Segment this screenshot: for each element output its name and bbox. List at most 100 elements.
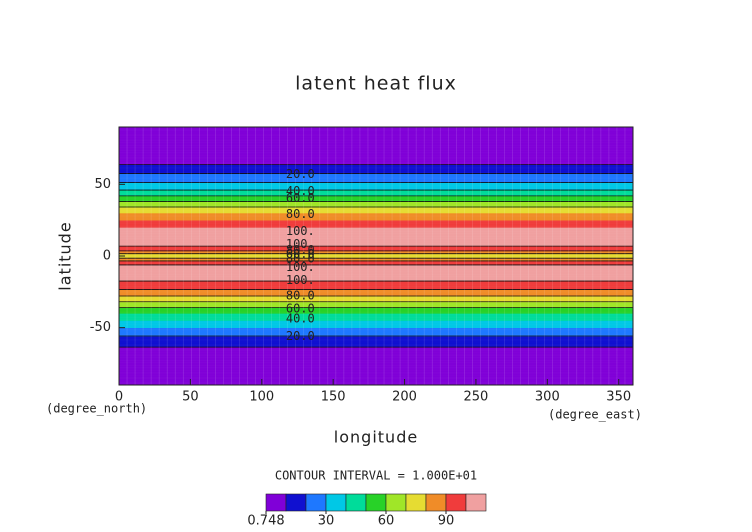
contour-band bbox=[119, 222, 633, 224]
contour-band bbox=[119, 176, 633, 178]
contour-band bbox=[119, 249, 633, 251]
contour-band bbox=[119, 131, 633, 133]
contour-band bbox=[119, 333, 633, 335]
x-tick-label: 0 bbox=[115, 390, 123, 405]
contour-band bbox=[119, 193, 633, 195]
contour-band bbox=[119, 197, 633, 199]
contour-band bbox=[119, 324, 633, 326]
x-tick-label: 100 bbox=[249, 390, 274, 405]
contour-band bbox=[119, 205, 633, 207]
contour-band bbox=[119, 213, 633, 215]
contour-band bbox=[119, 359, 633, 361]
y-unit: (degree_north) bbox=[46, 402, 147, 416]
contour-band bbox=[119, 132, 633, 134]
contour-label: 100. bbox=[286, 260, 315, 274]
contour-band bbox=[119, 140, 633, 142]
contour-band bbox=[119, 356, 633, 358]
contour-band bbox=[119, 146, 633, 148]
contour-band bbox=[119, 211, 633, 213]
contour-band bbox=[119, 227, 633, 229]
colorbar-box bbox=[465, 493, 487, 512]
contour-band bbox=[119, 210, 633, 212]
contour-band bbox=[119, 162, 633, 164]
contour-band bbox=[119, 297, 633, 299]
contour-band bbox=[119, 138, 633, 140]
contour-band bbox=[119, 177, 633, 179]
contour-band bbox=[119, 351, 633, 353]
contour-band bbox=[119, 252, 633, 254]
contour-band bbox=[119, 175, 633, 177]
contour-band bbox=[119, 201, 633, 203]
contour-band bbox=[119, 291, 633, 293]
contour-band bbox=[119, 326, 633, 328]
contour-band bbox=[119, 127, 633, 129]
contour-band bbox=[119, 230, 633, 232]
contour-band bbox=[119, 315, 633, 317]
contour-band bbox=[119, 250, 633, 252]
contour-band bbox=[119, 354, 633, 356]
contour-band bbox=[119, 139, 633, 141]
contour-band bbox=[119, 342, 633, 344]
contour-band bbox=[119, 278, 633, 280]
contour-band bbox=[119, 329, 633, 331]
contour-label: 40.0 bbox=[286, 312, 315, 326]
contour-band bbox=[119, 362, 633, 364]
contour-band bbox=[119, 298, 633, 300]
contour-band bbox=[119, 247, 633, 249]
contour-band bbox=[119, 332, 633, 334]
contour-band bbox=[119, 308, 633, 310]
contour-band bbox=[119, 255, 633, 257]
contour-band bbox=[119, 310, 633, 312]
contour-band bbox=[119, 279, 633, 281]
contour-band bbox=[119, 208, 633, 210]
colorbar-tick-label: 60 bbox=[378, 514, 395, 529]
plot-area: 20.040.060.080.0100.100.80.060.080.0100.… bbox=[118, 127, 634, 386]
contour-band bbox=[119, 292, 633, 294]
contour-label: 60.0 bbox=[286, 247, 315, 261]
contour-label: 60.0 bbox=[286, 191, 315, 205]
contour-band bbox=[119, 129, 633, 131]
contour-band bbox=[119, 236, 633, 238]
contour-band bbox=[119, 379, 633, 381]
contour-band bbox=[119, 160, 633, 162]
contour-band bbox=[119, 167, 633, 169]
contour-band bbox=[119, 271, 633, 273]
contour-band bbox=[119, 311, 633, 313]
contour-band bbox=[119, 348, 633, 350]
contour-band bbox=[119, 147, 633, 149]
contour-band bbox=[119, 202, 633, 204]
colorbar-box bbox=[345, 493, 367, 512]
contour-band bbox=[119, 167, 633, 169]
contour-band bbox=[119, 134, 633, 136]
contour-band bbox=[119, 157, 633, 159]
contour-band bbox=[119, 191, 633, 193]
contour-band bbox=[119, 136, 633, 138]
contour-band bbox=[119, 147, 633, 149]
contour-band bbox=[119, 137, 633, 139]
contour-band bbox=[119, 322, 633, 324]
contour-band bbox=[119, 377, 633, 379]
contour-band bbox=[119, 177, 633, 179]
contour-band bbox=[119, 187, 633, 189]
contour-band bbox=[119, 349, 633, 351]
contour-band bbox=[119, 198, 633, 200]
contour-band bbox=[119, 132, 633, 134]
contour-band bbox=[119, 367, 633, 369]
contour-band bbox=[119, 325, 633, 327]
colorbar-box bbox=[405, 493, 427, 512]
contour-band bbox=[119, 355, 633, 357]
contour-band bbox=[119, 293, 633, 295]
contour-band bbox=[119, 220, 633, 222]
contour-band bbox=[119, 307, 633, 309]
contour-label: 80.0 bbox=[286, 207, 315, 221]
contour-band bbox=[119, 263, 633, 265]
contour-band bbox=[119, 328, 633, 330]
contour-band bbox=[119, 186, 633, 188]
contour-band bbox=[119, 275, 633, 277]
contour-band bbox=[119, 188, 633, 190]
contour-band bbox=[119, 291, 633, 293]
contour-band bbox=[119, 293, 633, 295]
contour-label: 20.0 bbox=[286, 167, 315, 181]
contour-band bbox=[119, 165, 633, 167]
